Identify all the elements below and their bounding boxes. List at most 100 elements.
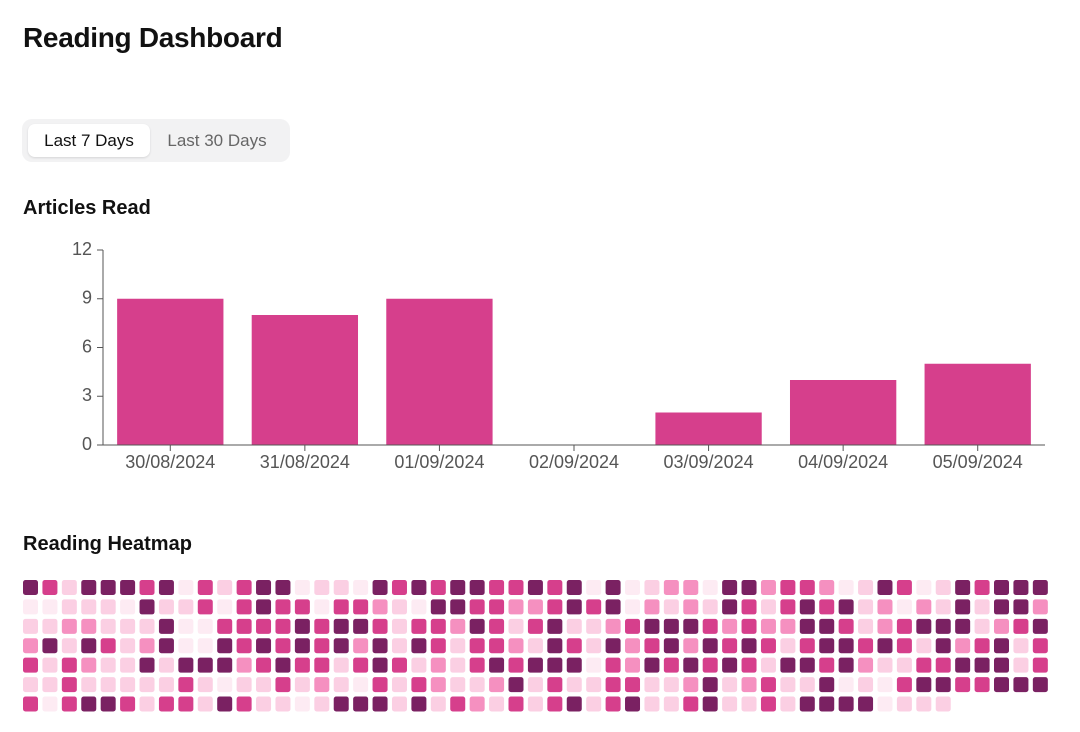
heatmap-cell [625,599,641,615]
heatmap-cell [1013,580,1029,595]
tab[interactable]: Last 7 Days [28,124,150,157]
heatmap-cell [120,599,136,615]
heatmap-cell [275,657,291,673]
heatmap-cell [256,618,272,634]
heatmap-cell [120,677,136,693]
heatmap-cell [799,618,815,634]
heatmap-cell [333,657,349,673]
heatmap-cell [625,677,641,693]
heatmap-cell [314,677,330,693]
heatmap-cell [896,677,912,693]
heatmap-cell [780,657,796,673]
heatmap-cell [314,657,330,673]
heatmap-cell [974,599,990,615]
heatmap-cell [489,580,505,595]
heatmap-cell [858,618,874,634]
heatmap-cell [217,580,233,595]
heatmap-cell [61,580,77,595]
heatmap-cell [450,657,466,673]
bar [386,298,493,445]
heatmap-cell [372,696,388,712]
heatmap-cell [197,580,213,595]
heatmap-cell [1032,657,1048,673]
heatmap-cell [916,677,932,693]
heatmap-cell [178,599,194,615]
heatmap-cell [217,638,233,654]
tab[interactable]: Last 30 Days [167,131,267,150]
heatmap-cell [469,657,485,673]
heatmap-cell [858,638,874,654]
heatmap-title: Reading Heatmap [23,533,192,555]
heatmap-cell [508,638,524,654]
heatmap-cell [139,580,155,595]
heatmap-cell [61,657,77,673]
heatmap-cell [1032,599,1048,615]
heatmap-cell [42,696,58,712]
heatmap-cell [314,618,330,634]
heatmap-cell [430,696,446,712]
heatmap-cell [663,638,679,654]
heatmap-cell [42,677,58,693]
heatmap-cell [508,657,524,673]
heatmap-cell [994,580,1009,595]
heatmap-cell [450,599,466,615]
heatmap-cell [450,638,466,654]
heatmap-cell [547,599,563,615]
heatmap-cell [644,638,660,654]
heatmap-cell [353,638,369,654]
heatmap-cell [333,677,349,693]
heatmap-cell [644,580,660,595]
heatmap-cell [391,618,407,634]
heatmap-cell [896,696,912,712]
heatmap-cell [236,599,252,615]
heatmap-cell [896,599,912,615]
heatmap-cell [819,696,835,712]
heatmap-cell [275,638,291,654]
heatmap-cell [994,599,1009,615]
heatmap-cell [158,657,174,673]
heatmap-cell [450,696,466,712]
heatmap-cell [702,657,718,673]
heatmap-cell [372,580,388,595]
y-tick-label: 12 [72,239,92,259]
heatmap-cell [508,677,524,693]
heatmap-cell [236,677,252,693]
heatmap-cell [411,657,427,673]
heatmap-cell [547,696,563,712]
heatmap-cell [896,657,912,673]
heatmap-cell [780,677,796,693]
heatmap-cell [275,677,291,693]
heatmap-cell [741,696,757,712]
bar [251,315,359,445]
heatmap-cell [333,599,349,615]
heatmap-cell [158,696,174,712]
heatmap-cell [430,677,446,693]
heatmap-cell [120,696,136,712]
heatmap-cell [683,696,699,712]
heatmap-cell [566,677,582,693]
heatmap-cell [877,657,893,673]
heatmap-cell [916,618,932,634]
heatmap-cell [178,638,194,654]
heatmap-cell [236,618,252,634]
heatmap-cell [372,677,388,693]
heatmap-cell [935,677,951,693]
heatmap-cell [741,677,757,693]
heatmap-cell [372,599,388,615]
heatmap-cell [178,677,194,693]
x-tick-label: 05/09/2024 [933,452,1023,472]
heatmap-cell [236,638,252,654]
heatmap-cell [955,618,971,634]
heatmap-cell [547,618,563,634]
heatmap-cell [722,657,738,673]
heatmap-cell [741,580,757,595]
x-tick-label: 04/09/2024 [798,452,888,472]
heatmap-cell [916,638,932,654]
heatmap-cell [197,618,213,634]
heatmap-cell [994,657,1009,673]
x-tick-label: 03/09/2024 [664,452,754,472]
heatmap-cell [411,599,427,615]
heatmap-cell [275,599,291,615]
heatmap-cell [741,618,757,634]
